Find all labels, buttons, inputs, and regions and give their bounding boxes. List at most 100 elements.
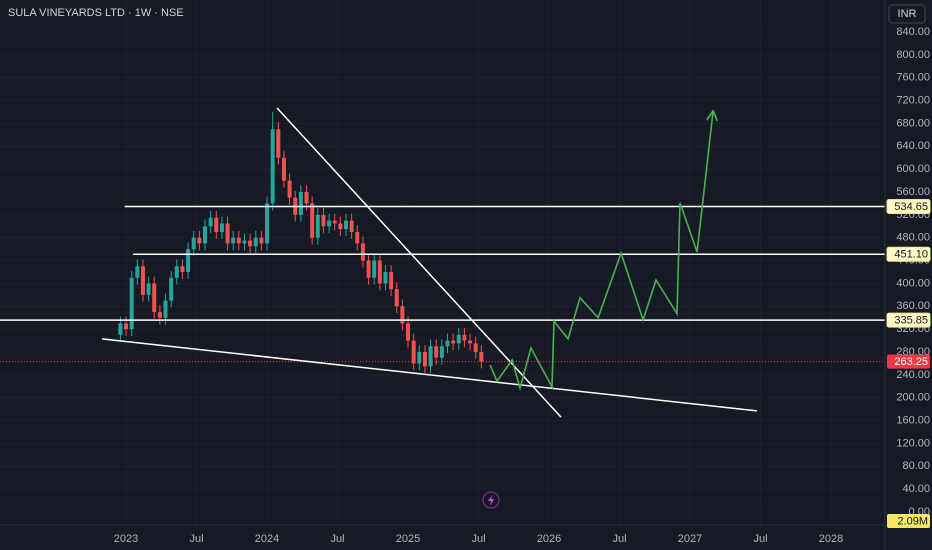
event-bolt	[488, 495, 494, 506]
currency[interactable]: INR	[898, 8, 917, 20]
candle-body	[439, 346, 444, 358]
x-tick-label: 2026	[537, 533, 561, 545]
candle-body	[355, 232, 360, 244]
candle-body	[473, 343, 478, 352]
x-tick-label: 2024	[255, 533, 279, 545]
candle-body	[428, 346, 433, 367]
x-tick-label: Jul	[753, 533, 767, 545]
x-tick-label: Jul	[190, 533, 204, 545]
candle-body	[366, 260, 371, 278]
level-label-box	[886, 246, 931, 262]
candle-body	[287, 180, 292, 198]
candle-body	[377, 260, 382, 284]
y-tick-label: 560.00	[896, 186, 930, 198]
candle-body	[146, 283, 151, 295]
x-tick-label: Jul	[612, 533, 626, 545]
candle-body	[231, 237, 236, 244]
candle-body	[281, 157, 286, 181]
y-tick-label: 480.00	[896, 232, 930, 244]
y-tick-label: 760.00	[896, 72, 930, 84]
candle-body	[349, 220, 354, 232]
y-tick-label: 840.00	[896, 26, 930, 38]
level-label-box	[886, 312, 931, 328]
candle-body	[236, 237, 241, 244]
x-tick-label: Jul	[331, 533, 345, 545]
trend-line	[101, 338, 758, 412]
candle-body	[451, 340, 456, 344]
y-tick-label: 680.00	[896, 117, 930, 129]
x-tick-label: Jul	[471, 533, 485, 545]
candle-body	[157, 312, 162, 318]
candle-body	[129, 277, 134, 330]
y-tick-label: 800.00	[896, 49, 930, 61]
currency-box[interactable]	[888, 4, 926, 24]
plot-area	[0, 107, 885, 418]
y-tick-label: 240.00	[896, 369, 930, 381]
candle-body	[417, 352, 422, 364]
candle-body	[462, 334, 467, 341]
candle-body	[389, 272, 394, 290]
candle-body	[310, 203, 315, 238]
last-price-box	[887, 354, 930, 369]
projection-path	[489, 112, 713, 391]
candle-body	[225, 223, 230, 244]
volume-label: 2.09M	[897, 515, 928, 527]
x-tick-label: 2027	[678, 533, 702, 545]
candle-body	[434, 346, 439, 358]
candle-body	[406, 323, 411, 341]
level-label-box	[886, 198, 931, 214]
candle-body	[298, 192, 303, 215]
y-tick-label: 80.00	[902, 460, 930, 472]
candle-body	[124, 323, 129, 330]
candle-body	[327, 220, 332, 227]
y-tick-label: 400.00	[896, 277, 930, 289]
candle-body	[321, 214, 326, 227]
candle-body	[332, 220, 337, 224]
candle-body	[456, 334, 461, 344]
x-tick-label: 2025	[396, 533, 420, 545]
candle-body	[203, 226, 208, 244]
candle-body	[383, 272, 388, 284]
y-tick-label: 600.00	[896, 163, 930, 175]
level-label: 534.65	[894, 201, 928, 213]
candle-body	[343, 220, 348, 230]
candle-body	[422, 352, 427, 367]
grid	[0, 0, 885, 525]
y-tick-label: 360.00	[896, 300, 930, 312]
y-tick-label: 40.00	[902, 483, 930, 495]
candle-body	[468, 340, 473, 344]
candle-body	[253, 237, 258, 247]
candle-body	[315, 214, 320, 238]
candle-body	[479, 352, 484, 362]
candle-body	[372, 260, 377, 278]
candle-body	[219, 223, 224, 232]
candle-body	[152, 283, 157, 312]
candle-body	[208, 217, 213, 227]
candle-body	[135, 266, 140, 278]
candle-body	[214, 217, 219, 232]
y-tick-label: 720.00	[896, 94, 930, 106]
x-tick-label: 2023	[114, 533, 138, 545]
candle-body	[242, 240, 247, 244]
candle-body	[394, 289, 399, 307]
chart-title: SULA VINEYARDS LTD · 1W · NSE	[8, 7, 184, 19]
y-tick-label: 200.00	[896, 392, 930, 404]
last-price-label: 263.25	[894, 356, 928, 368]
candle-body	[163, 300, 168, 318]
candle-body	[118, 323, 123, 335]
x-tick-label: 2028	[819, 533, 843, 545]
candle-body	[400, 306, 405, 324]
candle-body	[140, 266, 145, 295]
candle-body	[304, 192, 309, 204]
candle-body	[180, 266, 185, 272]
candle-body	[270, 129, 275, 204]
y-tick-label: 640.00	[896, 140, 930, 152]
candle-body	[445, 340, 450, 347]
volume-box	[887, 514, 930, 528]
candle-body	[248, 240, 253, 247]
candle-body	[259, 237, 264, 244]
candle-body	[197, 237, 202, 244]
